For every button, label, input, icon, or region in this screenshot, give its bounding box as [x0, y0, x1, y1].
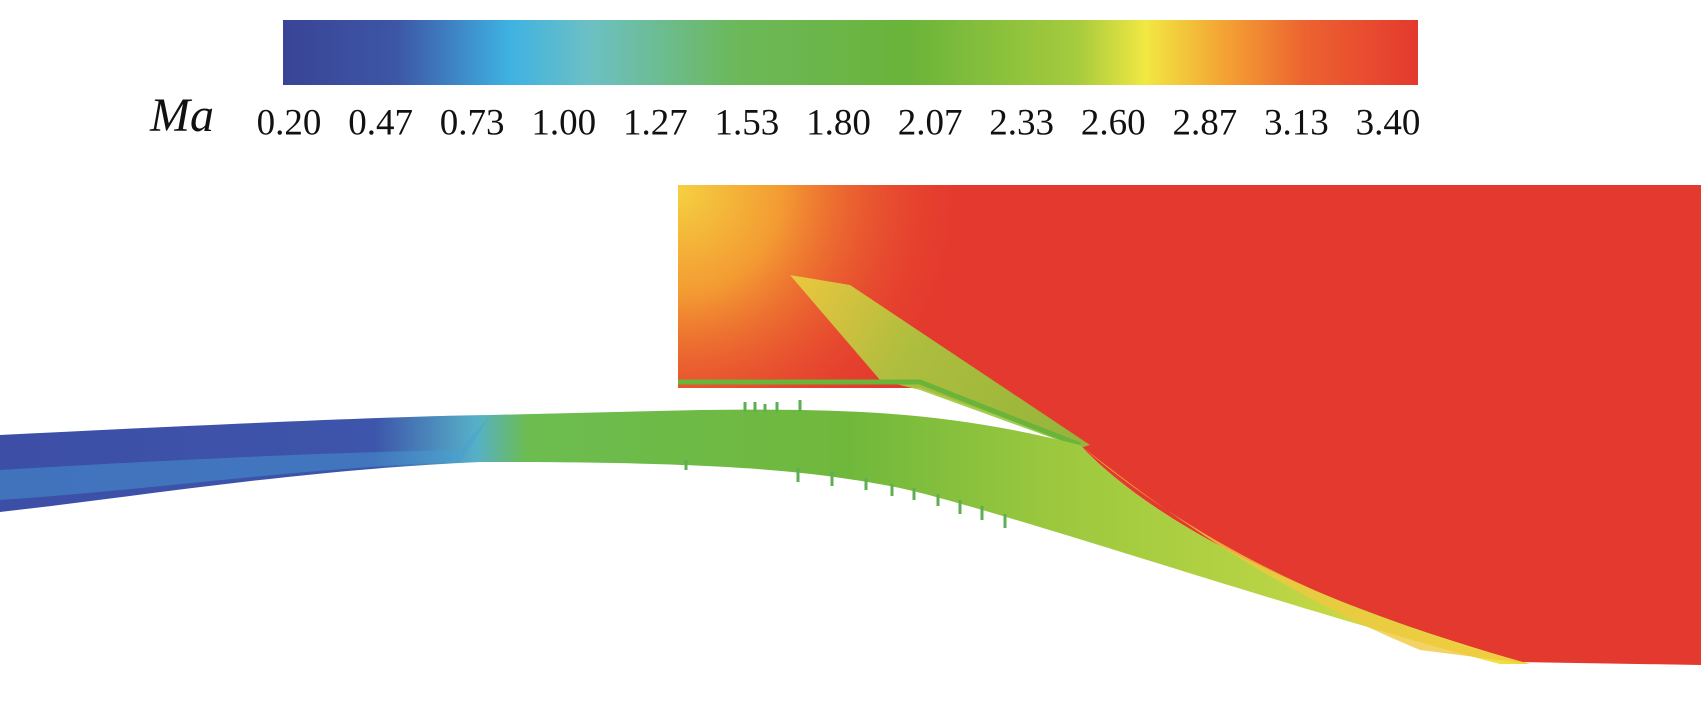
- colorbar-ticks: 0.20 0.47 0.73 1.00 1.27 1.53 1.80 2.07 2.33 2.60…: [257, 102, 1421, 143]
- inlet-shock: [0, 416, 490, 500]
- colorbar-tick-label: 0.73: [440, 102, 505, 143]
- colorbar-tick-label: 0.47: [348, 102, 413, 143]
- shear-layer: [790, 275, 1090, 448]
- colorbar-tick-label: 2.33: [989, 102, 1054, 143]
- colorbar-tick-label: 0.20: [257, 102, 322, 143]
- injector-marks: [684, 400, 1007, 528]
- colorbar-tick-label: 2.60: [1081, 102, 1146, 143]
- colorbar-tick-label: 1.27: [623, 102, 688, 143]
- colorbar-tick-label: 3.40: [1356, 102, 1421, 143]
- colorbar-tick-label: 1.80: [806, 102, 871, 143]
- colorbar-label: Ma: [149, 89, 214, 142]
- flow-field: [0, 185, 1701, 665]
- colorbar-tick-label: 3.13: [1264, 102, 1329, 143]
- colorbar-tick-label: 1.53: [715, 102, 780, 143]
- colorbar-tick-label: 1.00: [531, 102, 596, 143]
- nozzle-flow: [0, 409, 1530, 664]
- cowl-wall: [678, 379, 1081, 448]
- colorbar-tick-label: 2.07: [898, 102, 963, 143]
- colorbar-tick-label: 2.87: [1172, 102, 1237, 143]
- colorbar: [283, 20, 1418, 85]
